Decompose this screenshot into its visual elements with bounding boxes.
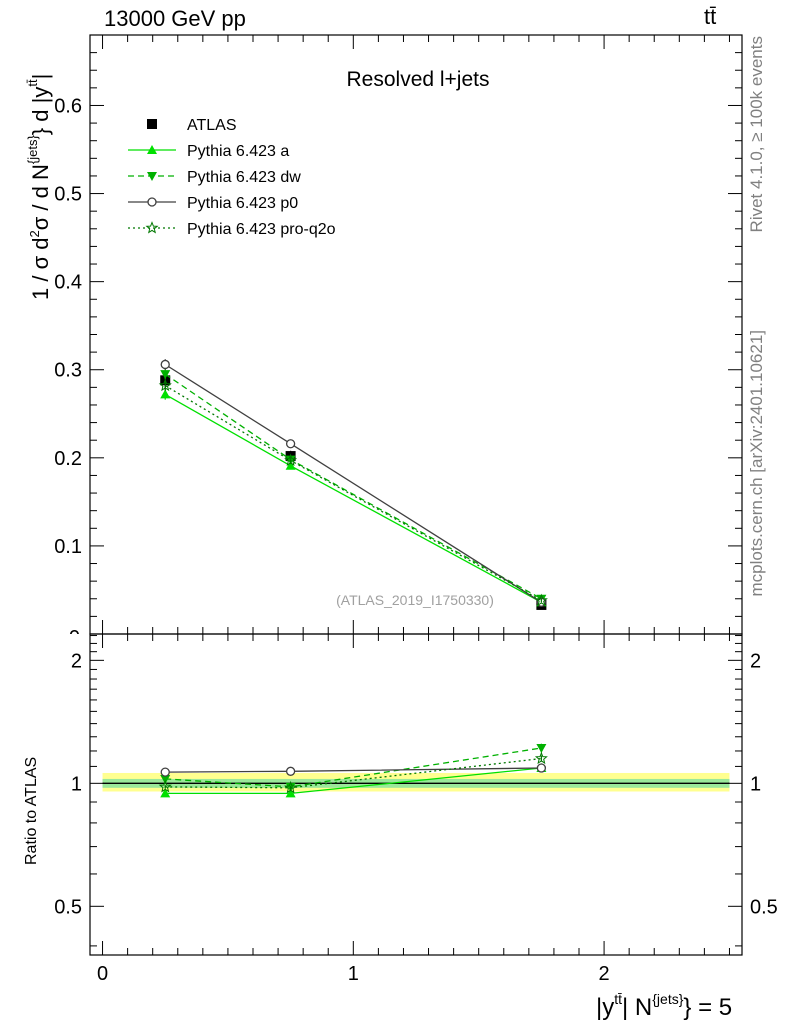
legend-label: Pythia 6.423 a bbox=[187, 143, 289, 160]
plot-title: Resolved l+jets bbox=[347, 68, 490, 91]
ratio-y-tick-label-right: 1 bbox=[750, 773, 761, 795]
series-line bbox=[164, 363, 542, 603]
analysis-watermark: (ATLAS_2019_I1750330) bbox=[336, 592, 494, 608]
ratio-series-pythia-6-423-pro-q2o bbox=[158, 751, 548, 794]
ratio-series-pythia-6-423-p0 bbox=[160, 763, 547, 777]
x-axis-label: |ytt̄| N{jets}} = 5 bbox=[596, 985, 782, 1028]
main-y-tick-label: 0.3 bbox=[54, 360, 82, 382]
main-y-tick-label: 0.5 bbox=[54, 184, 82, 206]
legend-marker bbox=[147, 145, 157, 154]
legend-label: ATLAS bbox=[187, 117, 237, 134]
ratio-y-tick-label-right: 2 bbox=[750, 650, 761, 672]
data-point bbox=[158, 378, 172, 392]
main-y-tick-label: 0.1 bbox=[54, 536, 82, 558]
x-axis-label-svg: |ytt̄| N{jets}} = 5 bbox=[596, 991, 732, 1021]
data-point bbox=[160, 389, 171, 399]
ratio-data-point bbox=[160, 767, 170, 777]
legend-label: Pythia 6.423 p0 bbox=[187, 195, 298, 212]
ratio-y-tick-label-right: 0.5 bbox=[750, 896, 778, 918]
data-point bbox=[284, 453, 298, 466]
ratio-y-tick-label: 0.5 bbox=[54, 896, 82, 918]
legend-label: Pythia 6.423 pro-q2o bbox=[187, 221, 336, 238]
header-process-label: tt̄ bbox=[704, 4, 717, 29]
legend-marker bbox=[147, 119, 157, 129]
ratio-data-point bbox=[285, 766, 296, 776]
series-atlas bbox=[160, 372, 547, 610]
ratio-y-axis-label-svg: Ratio to ATLAS bbox=[23, 757, 40, 865]
ratio-data-point bbox=[536, 763, 547, 773]
series-pythia-6-423-pro-q2o bbox=[158, 378, 548, 607]
ratio-plot-frame bbox=[89, 633, 743, 956]
x-tick-label: 0 bbox=[97, 963, 108, 985]
series-pythia-6-423-a bbox=[160, 389, 547, 607]
legend-marker bbox=[147, 197, 157, 207]
main-y-axis-label-container: 1 / σ d2σ / d N{jets}} d |ytt̄| bbox=[16, 60, 56, 300]
ratio-y-tick-label: 1 bbox=[71, 773, 82, 795]
legend-entry: Pythia 6.423 p0 bbox=[128, 195, 298, 212]
main-y-axis-label-svg: 1 / σ d2σ / d N{jets}} d |ytt̄| bbox=[25, 74, 53, 300]
ratio-y-tick-label: 2 bbox=[71, 650, 82, 672]
ratio-panel: 0.5 0.5 1 1 2 2 0 1 2 bbox=[54, 633, 778, 985]
legend-entry: Pythia 6.423 a bbox=[128, 143, 289, 160]
legend-marker bbox=[145, 221, 159, 234]
data-point bbox=[160, 370, 171, 380]
header-energy-label: 13000 GeV pp bbox=[104, 6, 246, 31]
ratio-data-point bbox=[536, 744, 547, 754]
legend-label: Pythia 6.423 dw bbox=[187, 169, 301, 186]
x-axis-label-text: |ytt̄| N{jets}} = 5 bbox=[596, 991, 732, 1021]
series-line bbox=[164, 373, 542, 600]
legend-marker bbox=[147, 172, 157, 181]
ratio-series-line bbox=[165, 767, 542, 773]
main-y-tick-label: 0.4 bbox=[54, 272, 82, 294]
legend-entry: Pythia 6.423 dw bbox=[128, 169, 301, 186]
ratio-data-point bbox=[284, 780, 298, 794]
data-point bbox=[285, 439, 296, 449]
x-tick-label: 1 bbox=[348, 963, 359, 985]
ratio-data-point bbox=[158, 780, 172, 793]
main-y-tick-label: 0.6 bbox=[54, 95, 82, 117]
ratio-data-point bbox=[285, 788, 296, 798]
series-line bbox=[164, 385, 542, 602]
legend-entry: ATLAS bbox=[147, 117, 237, 134]
data-point bbox=[160, 359, 170, 370]
x-tick-label: 2 bbox=[599, 963, 610, 985]
main-y-zero-label: 0 bbox=[69, 627, 80, 649]
series-pythia-6-423-p0 bbox=[160, 359, 547, 607]
ratio-data-point bbox=[534, 751, 548, 765]
ratio-data-point bbox=[160, 788, 171, 798]
ratio-y-axis-label-container: Ratio to ATLAS bbox=[18, 735, 44, 865]
main-panel: 0.1 0.2 0.3 0.4 0.5 0.6 0 Resolved l+jets (ATLAS… bbox=[54, 34, 743, 649]
legend-entry: Pythia 6.423 pro-q2o bbox=[128, 221, 336, 238]
data-point bbox=[534, 593, 548, 607]
data-point bbox=[285, 460, 296, 470]
series-line bbox=[164, 393, 542, 603]
main-y-axis-label: 1 / σ d2σ / d N{jets}} d |ytt̄| bbox=[25, 74, 53, 300]
ratio-y-axis-label: Ratio to ATLAS bbox=[23, 757, 40, 865]
main-y-tick-label: 0.2 bbox=[54, 448, 82, 470]
ratio-data-point bbox=[160, 774, 171, 784]
